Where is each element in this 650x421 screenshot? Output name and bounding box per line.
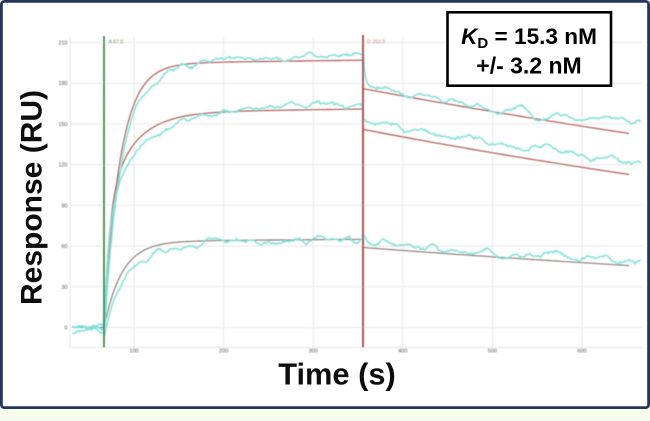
svg-text:30: 30 [61, 285, 67, 291]
svg-text:500: 500 [488, 349, 497, 355]
svg-text:+/- 3.2 nM: +/- 3.2 nM [476, 53, 581, 79]
svg-text:0: 0 [64, 326, 67, 332]
svg-text:KD = 15.3 nM: KD = 15.3 nM [461, 24, 597, 52]
svg-text:400: 400 [398, 349, 407, 355]
svg-text:210: 210 [58, 41, 67, 47]
svg-text:60: 60 [61, 244, 67, 250]
svg-text:A 67.0: A 67.0 [109, 40, 124, 46]
svg-text:D 253.9: D 253.9 [367, 40, 385, 46]
svg-text:Response (RU): Response (RU) [16, 90, 49, 305]
svg-text:300: 300 [309, 349, 318, 355]
svg-text:100: 100 [129, 349, 138, 355]
svg-text:180: 180 [58, 81, 67, 87]
svg-text:150: 150 [58, 122, 67, 128]
svg-text:120: 120 [58, 163, 67, 169]
svg-text:Time (s): Time (s) [278, 357, 396, 392]
svg-text:200: 200 [219, 349, 228, 355]
svg-text:90: 90 [61, 203, 67, 209]
svg-text:600: 600 [577, 349, 586, 355]
